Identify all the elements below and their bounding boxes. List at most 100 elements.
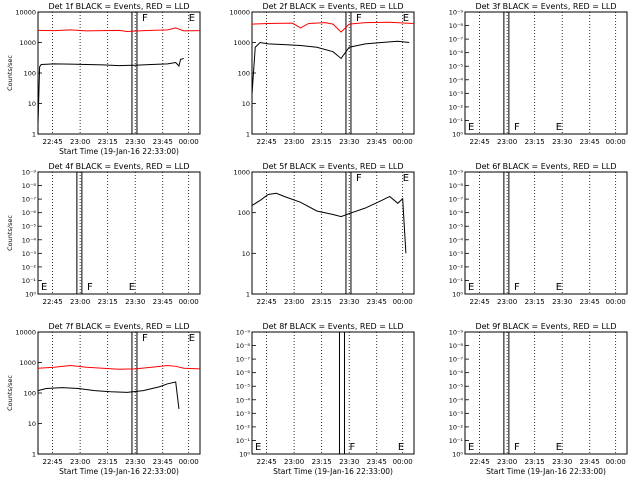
plot-frame	[464, 331, 628, 455]
x-tick-label: 23:45	[580, 458, 600, 466]
transition-band	[131, 331, 138, 455]
y-tick-label: 1	[246, 291, 250, 299]
x-tick-label: 23:45	[153, 458, 173, 466]
panel-det-7: Det 7f BLACK = Events, RED = LLD 22:45 23:…	[6, 322, 201, 476]
x-tick-label: 22:45	[256, 138, 276, 146]
y-tick-label: 10⁻²	[449, 263, 464, 271]
x-tick-label: 23:30	[339, 458, 359, 466]
transition-band	[131, 11, 138, 135]
y-tick-label: 10⁻¹	[449, 117, 464, 125]
plot-frame	[37, 171, 201, 295]
y-tick-label: 10⁻³	[449, 90, 464, 98]
x-tick-label: 23:30	[125, 138, 145, 146]
x-tick-label: 22:45	[469, 458, 489, 466]
panel-det-3: Det 3f BLACK = Events, RED = LLD 22:45 23:…	[449, 2, 628, 146]
x-tick-label: 23:30	[552, 138, 572, 146]
x-tick-label: 22:45	[42, 458, 62, 466]
y-tick-label: 10⁻⁵	[236, 383, 251, 391]
plot-frame	[251, 171, 415, 295]
y-tick-label: 1	[32, 451, 36, 459]
x-tick-label: 23:45	[580, 138, 600, 146]
x-tick-label: 23:00	[70, 458, 90, 466]
panel-title: Det 7f BLACK = Events, RED = LLD	[48, 322, 189, 331]
x-tick-label: 23:00	[70, 138, 90, 146]
y-tick-label: 100	[238, 209, 250, 217]
panel-title: Det 6f BLACK = Events, RED = LLD	[475, 162, 616, 171]
x-tick-label: 00:00	[606, 138, 626, 146]
x-tick-label: 22:45	[42, 298, 62, 306]
plot-frame	[464, 171, 628, 295]
panel-det-6: Det 6f BLACK = Events, RED = LLD 22:45 23:…	[449, 162, 628, 306]
y-tick-label: 10⁻¹	[449, 277, 464, 285]
plot-frame	[251, 11, 415, 135]
event-marker-label: E	[403, 13, 409, 24]
x-tick-label: 23:45	[580, 298, 600, 306]
x-tick-label: 23:15	[312, 458, 332, 466]
y-tick-label: 10⁻⁸	[236, 342, 251, 350]
event-marker-label: E	[468, 122, 474, 133]
y-tick-label: 10⁻⁶	[236, 369, 251, 377]
x-tick-label: 23:30	[339, 298, 359, 306]
transition-band	[503, 11, 510, 135]
x-tick-label: 22:45	[469, 138, 489, 146]
y-tick-label: 10⁰	[25, 291, 36, 299]
y-tick-label: 10⁻⁸	[449, 22, 464, 30]
plot-frame	[464, 11, 628, 135]
event-marker-label: F	[514, 442, 520, 453]
x-tick-label: 22:45	[256, 458, 276, 466]
x-tick-label: 00:00	[606, 298, 626, 306]
y-tick-label: 10⁻⁸	[449, 182, 464, 190]
x-tick-label: 23:00	[284, 298, 304, 306]
panel-title: Det 2f BLACK = Events, RED = LLD	[262, 2, 403, 11]
y-tick-label: 10⁻²	[449, 103, 464, 111]
y-tick-label: 10⁻⁵	[22, 223, 37, 231]
y-tick-label: 10⁰	[452, 291, 463, 299]
panel-det-5: Det 5f BLACK = Events, RED = LLD 22:45 23:…	[233, 162, 415, 306]
x-tick-label: 00:00	[179, 458, 199, 466]
x-tick-label: 23:00	[497, 138, 517, 146]
event-marker-label: E	[398, 442, 404, 453]
panel-det-2: Det 2f BLACK = Events, RED = LLD 22:45 23:…	[229, 2, 415, 146]
x-tick-label: 23:15	[98, 458, 118, 466]
y-axis-label: Counts/sec	[6, 375, 14, 411]
transition-band	[345, 171, 352, 295]
y-tick-label: 10	[28, 100, 36, 108]
event-marker-label: E	[468, 442, 474, 453]
y-tick-label: 10	[242, 250, 250, 258]
panel-det-1: Det 1f BLACK = Events, RED = LLD 22:45 23:…	[6, 2, 201, 156]
event-marker-label: E	[129, 282, 135, 293]
transition-band	[345, 11, 352, 135]
panel-det-9: Det 9f BLACK = Events, RED = LLD 22:45 23:…	[449, 322, 628, 476]
x-tick-label: 23:00	[70, 298, 90, 306]
x-tick-label: 23:00	[497, 298, 517, 306]
panel-det-8: Det 8f BLACK = Events, RED = LLD 22:45 23:…	[236, 322, 415, 476]
y-tick-label: 10⁻⁴	[449, 236, 464, 244]
y-tick-label: 10⁻³	[449, 410, 464, 418]
event-marker-label: F	[350, 442, 356, 453]
y-tick-label: 10⁻⁷	[236, 356, 251, 364]
transition-band	[76, 171, 83, 295]
event-marker-label: F	[356, 13, 362, 24]
event-marker-label: E	[468, 282, 474, 293]
series-line	[251, 40, 410, 95]
y-tick-label: 1000	[233, 39, 250, 47]
y-tick-label: 100	[238, 70, 250, 78]
y-tick-label: 10⁻³	[22, 250, 37, 258]
y-tick-label: 10⁻³	[449, 250, 464, 258]
y-axis-label: Counts/sec	[6, 55, 14, 91]
y-tick-label: 10⁻⁸	[22, 182, 37, 190]
y-tick-label: 10⁻⁴	[449, 396, 464, 404]
event-marker-label: F	[356, 173, 362, 184]
x-tick-label: 23:00	[284, 138, 304, 146]
x-axis-label: Start Time (19-Jan-16 22:33:00)	[486, 467, 606, 476]
y-tick-label: 10⁻¹	[449, 437, 464, 445]
panel-title: Det 5f BLACK = Events, RED = LLD	[262, 162, 403, 171]
x-tick-label: 00:00	[606, 458, 626, 466]
event-marker-label: F	[514, 122, 520, 133]
event-marker-label: E	[556, 442, 562, 453]
series-line	[37, 381, 180, 410]
event-marker-label: E	[189, 13, 195, 24]
y-tick-label: 10⁻³	[236, 410, 251, 418]
x-tick-label: 00:00	[393, 298, 413, 306]
